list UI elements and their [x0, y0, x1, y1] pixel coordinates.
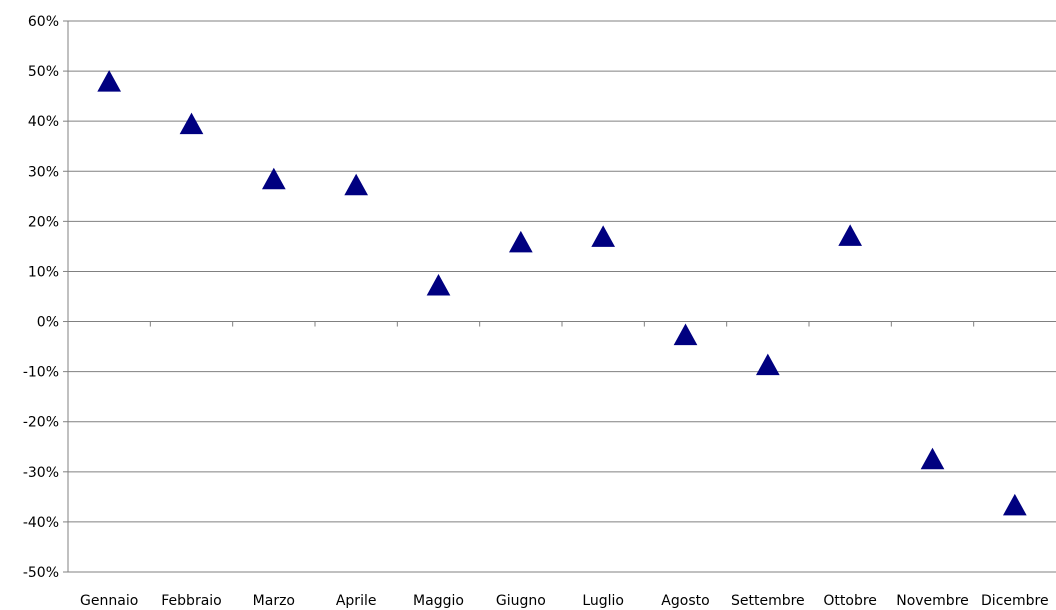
- x-category-label: Maggio: [413, 593, 464, 609]
- y-tick-label: 30%: [28, 164, 59, 180]
- x-category-label: Agosto: [661, 593, 709, 609]
- grid-layer: [68, 20, 1056, 573]
- data-point-marker: [920, 447, 945, 470]
- y-tick-label: 40%: [28, 114, 59, 130]
- y-tick-label: -10%: [23, 365, 59, 381]
- x-category-label: Ottobre: [823, 593, 877, 609]
- y-tick-label: 10%: [28, 264, 59, 280]
- data-point-marker: [591, 225, 616, 247]
- data-point-marker: [261, 167, 286, 190]
- y-tick-label: -30%: [23, 465, 59, 481]
- x-category-label: Novembre: [896, 593, 969, 609]
- data-point-marker: [508, 230, 533, 253]
- data-point-marker: [838, 224, 863, 246]
- y-tick-label: -40%: [23, 515, 59, 531]
- data-point-marker: [1002, 493, 1027, 516]
- marker-layer: [97, 70, 1027, 516]
- x-category-label: Dicembre: [981, 593, 1049, 609]
- y-tick-label: -20%: [23, 415, 59, 431]
- y-tick-label: -50%: [23, 565, 59, 581]
- data-point-marker: [97, 70, 122, 92]
- data-point-marker: [179, 112, 204, 135]
- y-tick-label: 20%: [28, 214, 59, 230]
- y-tick-label: 60%: [28, 14, 59, 30]
- axis-layer: [63, 20, 1056, 573]
- x-category-label: Aprile: [336, 593, 377, 609]
- y-tick-label: 0%: [37, 315, 59, 331]
- x-category-label: Marzo: [253, 593, 295, 609]
- x-category-label: Giugno: [496, 593, 546, 609]
- data-point-marker: [344, 173, 369, 196]
- data-point-marker: [673, 323, 698, 346]
- y-tick-label: 50%: [28, 64, 59, 80]
- x-category-label: Luglio: [582, 593, 624, 609]
- x-category-label: Febbraio: [161, 593, 221, 609]
- x-category-label: Settembre: [731, 593, 805, 609]
- data-point-marker: [426, 273, 451, 296]
- x-category-label: Gennaio: [80, 593, 138, 609]
- tick-label-layer: 60% 50% 40% 30% 20% 10% 0% -10% -20% -30% -40% -50%…: [23, 14, 1049, 609]
- data-point-marker: [755, 353, 780, 376]
